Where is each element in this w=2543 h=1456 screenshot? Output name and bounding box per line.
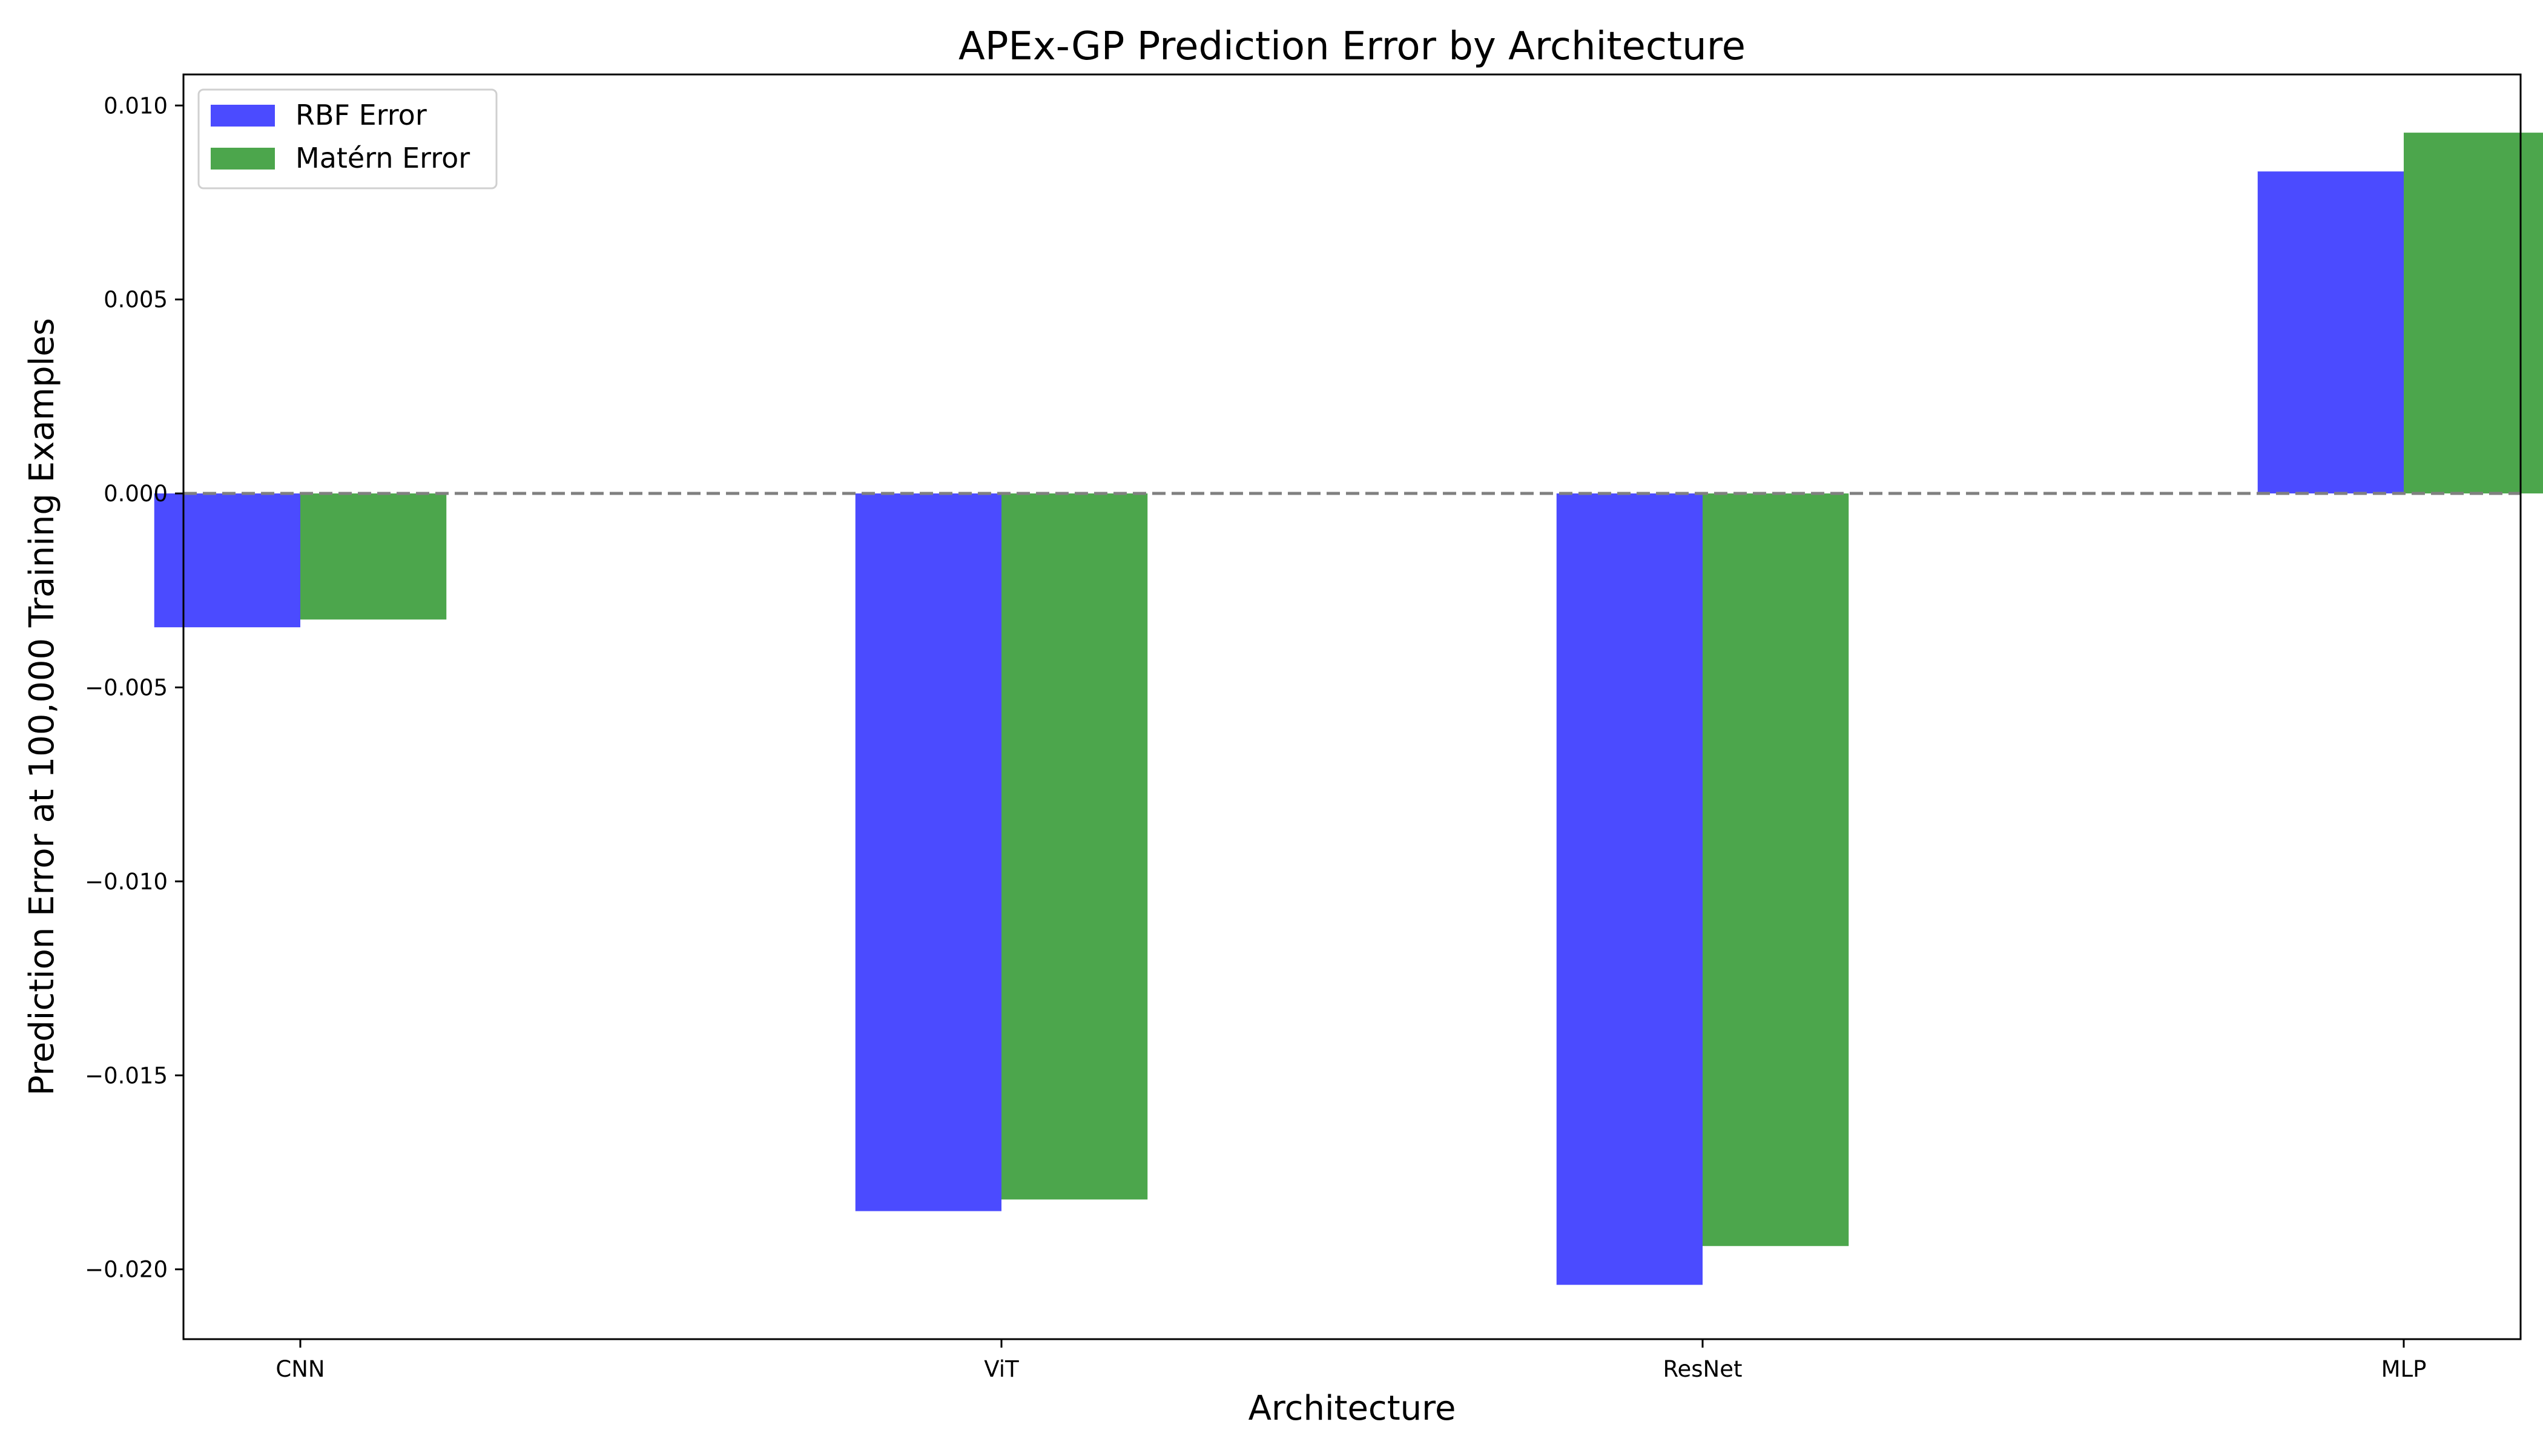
- legend: RBF Error Matérn Error: [197, 88, 498, 189]
- x-tick-label: MLP: [2381, 1356, 2427, 1382]
- x-axis-title: Architecture: [1248, 1389, 1456, 1428]
- bar-resnet-rbf-error: [1556, 493, 1703, 1285]
- y-tick-label: −0.010: [85, 869, 168, 895]
- legend-label-matern: Matérn Error: [295, 142, 470, 174]
- y-axis-title: Prediction Error at 100,000 Training Exa…: [22, 318, 62, 1096]
- legend-swatch-rbf: [211, 105, 275, 127]
- bar-mlp-rbf-error: [2257, 171, 2404, 494]
- chart-title: APEx-GP Prediction Error by Architecture: [958, 24, 1746, 69]
- bar-cnn-mat-rn-error: [300, 493, 447, 620]
- bar-vit-rbf-error: [855, 493, 1001, 1211]
- bars-layer: [154, 133, 2543, 1285]
- x-tick-label: ViT: [984, 1356, 1019, 1382]
- y-axis-ticks: −0.020 −0.015 −0.010 −0.005 0.000 0.005 0.010: [85, 93, 183, 1283]
- y-tick-label: 0.005: [104, 287, 168, 313]
- x-tick-label: CNN: [275, 1356, 325, 1382]
- bar-resnet-mat-rn-error: [1703, 493, 1849, 1247]
- y-tick-label: −0.020: [85, 1257, 168, 1283]
- bar-mlp-mat-rn-error: [2404, 133, 2543, 494]
- y-tick-label: −0.005: [85, 674, 168, 700]
- bar-vit-mat-rn-error: [1001, 493, 1148, 1200]
- y-tick-label: 0.000: [104, 481, 168, 507]
- legend-swatch-matern: [211, 148, 275, 170]
- legend-label-rbf: RBF Error: [295, 99, 427, 131]
- plot-frame: [182, 73, 2522, 1340]
- x-axis-ticks: CNN ViT ResNet MLP: [275, 1339, 2426, 1382]
- bar-cnn-rbf-error: [154, 493, 300, 628]
- y-tick-label: 0.010: [104, 93, 168, 119]
- x-tick-label: ResNet: [1663, 1356, 1742, 1382]
- y-tick-label: −0.015: [85, 1062, 168, 1089]
